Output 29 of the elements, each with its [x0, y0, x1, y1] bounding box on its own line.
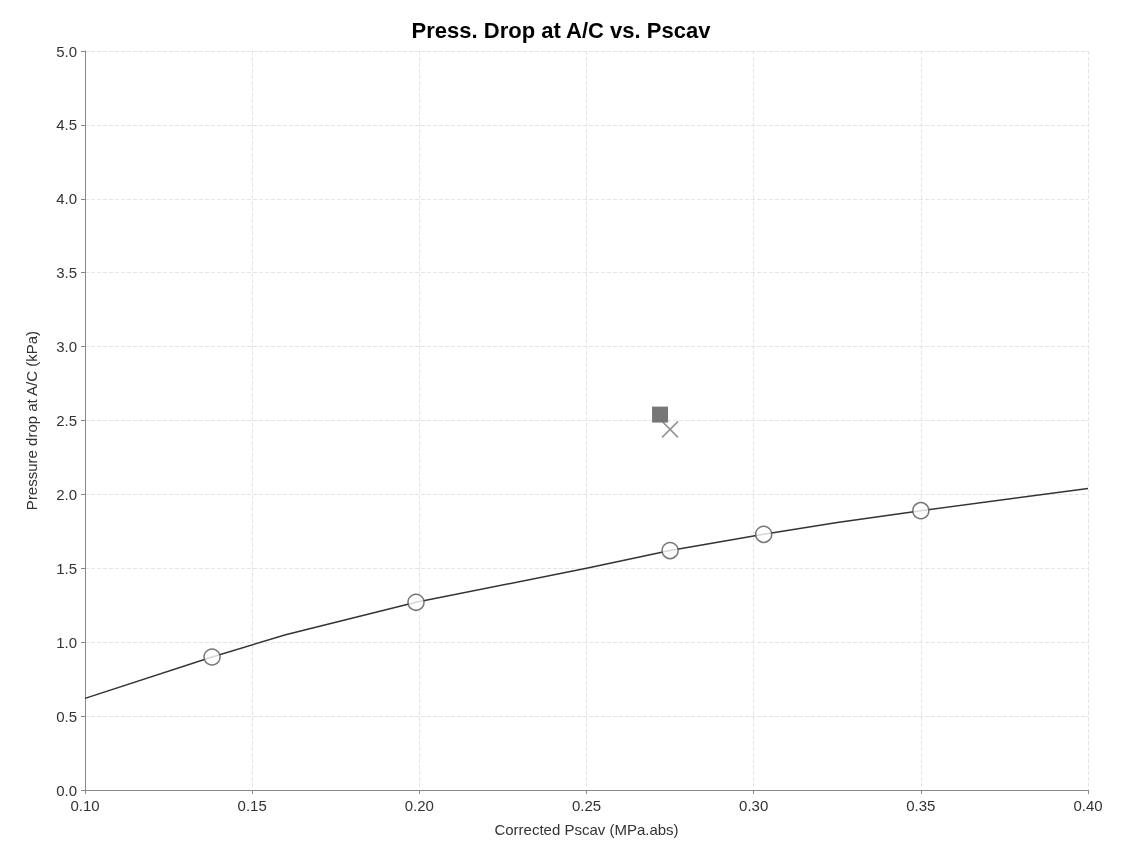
x-tick-label: 0.40	[1073, 797, 1103, 814]
chart-title: Press. Drop at A/C vs. Pscav	[411, 17, 712, 43]
point	[407, 593, 425, 612]
point	[912, 501, 930, 520]
y-tick-label: 3.0	[56, 338, 77, 356]
x-tick-label: 0.25	[571, 797, 602, 814]
point	[754, 525, 773, 544]
y-tick-label: 4.5	[56, 116, 77, 134]
y-tick-label: 1.0	[56, 633, 77, 651]
y-tick-label: 0.5	[56, 707, 77, 725]
y-tick-label: 5.0	[56, 42, 77, 60]
x-tick-label: 0.10	[70, 797, 100, 814]
x-axis-title: Corrected Pscav (MPa.abs)	[494, 821, 679, 838]
x-tick-label: 0.30	[739, 797, 769, 814]
y-axis-title: Pressure drop at A/C (kPa)	[23, 330, 40, 511]
point	[652, 406, 669, 423]
y-tick-label: 4.0	[56, 190, 77, 208]
x-tick-label: 0.15	[237, 797, 267, 814]
point	[661, 541, 679, 560]
y-tick-label: 3.5	[56, 264, 77, 282]
y-tick-label: 0.0	[56, 781, 77, 799]
x-tick-label: 0.35	[906, 797, 936, 814]
point	[203, 648, 221, 666]
point	[661, 420, 679, 439]
line-series	[84, 487, 1089, 700]
y-tick-label: 2.5	[56, 412, 77, 429]
x-tick-label: 0.20	[404, 797, 434, 814]
y-tick-label: 2.0	[56, 485, 77, 503]
y-tick-label: 1.5	[56, 559, 77, 577]
